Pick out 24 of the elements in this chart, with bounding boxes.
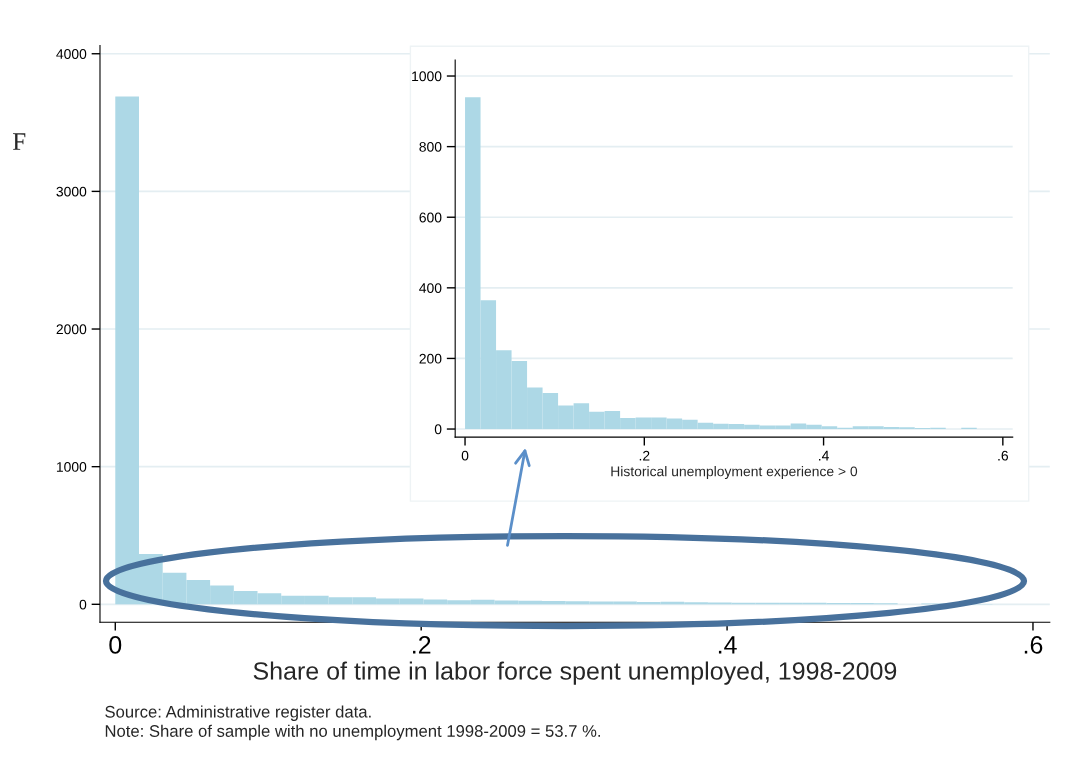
x-tick-label: .4 — [718, 636, 737, 654]
x-tick-label: .2 — [639, 450, 650, 461]
y-tick-label: 2000 — [56, 324, 87, 335]
y-tick-label: 0 — [434, 424, 442, 435]
x-tick-label: 0 — [109, 636, 122, 654]
y-tick-label: 0 — [79, 599, 87, 610]
y-tick-label: 1000 — [56, 462, 87, 472]
x-tick-label: .2 — [413, 636, 431, 654]
x-axis-title: Share of time in labor force spent unemployed, 1998-2009 — [253, 661, 897, 685]
x-tick-label: .4 — [819, 450, 829, 461]
x-axis-title: Historical unemployment experience > 0 — [611, 466, 858, 480]
source-note: Source: Administrative register data. — [105, 705, 371, 721]
x-tick-label: 0 — [461, 450, 469, 461]
y-tick-label: 4000 — [56, 49, 87, 59]
y-tick-label: 200 — [419, 353, 442, 364]
y-tick-label: 1000 — [412, 71, 442, 82]
text: Note: Share of sample with no unemployment 1998-2009 = 53.7 %. — [105, 724, 601, 741]
x-tick-label: .6 — [998, 450, 1009, 461]
x-tick-label: .6 — [1024, 636, 1043, 654]
y-axis-title: F — [13, 133, 26, 150]
y-tick-label: 400 — [419, 283, 442, 293]
y-tick-label: 800 — [419, 141, 442, 152]
y-tick-label: 3000 — [56, 186, 87, 197]
y-tick-label: 600 — [419, 212, 442, 223]
